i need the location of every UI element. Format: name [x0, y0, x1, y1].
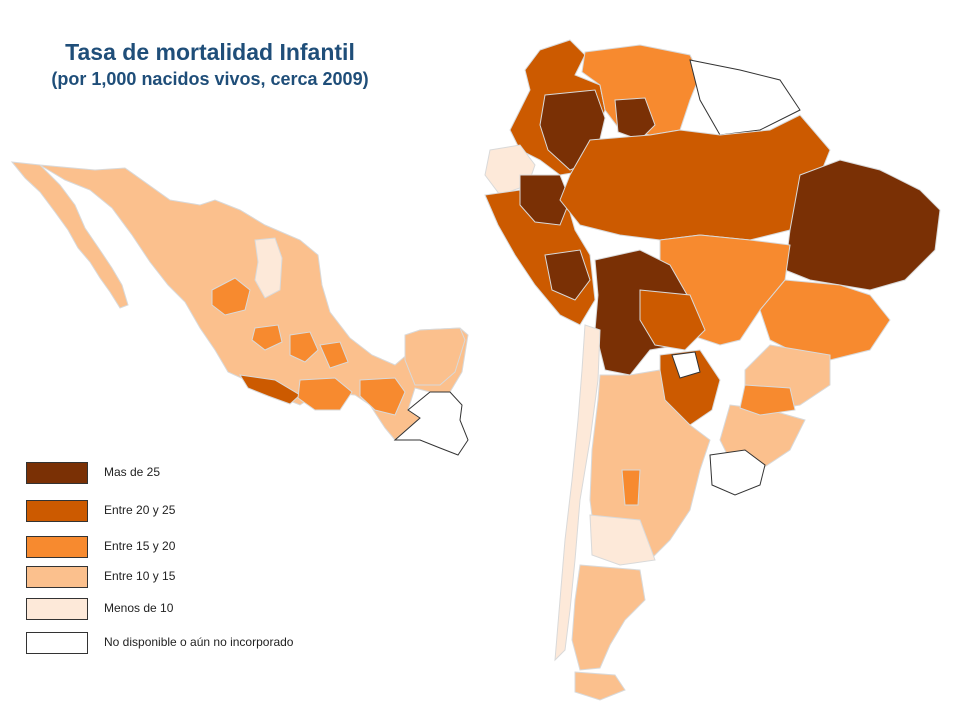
legend-swatch — [26, 500, 88, 522]
tierra-del-fuego — [574, 671, 626, 701]
brazil-east — [759, 279, 891, 361]
legend-label: Entre 10 y 15 — [104, 569, 176, 583]
legend-label: Entre 20 y 25 — [104, 503, 176, 517]
bolivia-east — [639, 289, 706, 351]
legend-swatch — [26, 632, 88, 654]
argentina-orange — [621, 469, 641, 506]
legend-swatch — [26, 536, 88, 558]
legend-item-entre-10-15: Entre 10 y 15 — [26, 566, 356, 590]
argentina-light — [589, 514, 656, 566]
venezuela-dark — [614, 97, 656, 141]
legend-item-entre-20-25: Entre 20 y 25 — [26, 500, 356, 524]
legend-label: Mas de 25 — [104, 465, 161, 479]
map-subtitle: (por 1,000 nacidos vivos, cerca 2009) — [51, 69, 369, 89]
legend-swatch — [26, 598, 88, 620]
map-legend: Mas de 25 Entre 20 y 25 Entre 15 y 20 En… — [26, 462, 356, 662]
legend-swatch — [26, 462, 88, 484]
legend-label: No disponible o aún no incorporado — [104, 635, 294, 649]
guianas — [689, 59, 801, 136]
brazil-sp — [739, 384, 796, 416]
map-title: Tasa de mortalidad Infantil — [65, 39, 355, 65]
mexico-orange-durango — [211, 277, 251, 316]
legend-item-no-disponible: No disponible o aún no incorporado — [26, 632, 356, 656]
legend-item-entre-15-20: Entre 15 y 20 — [26, 536, 356, 560]
mexico-light-region — [254, 237, 283, 299]
argentina-south — [571, 564, 646, 671]
legend-label: Entre 15 y 20 — [104, 539, 176, 553]
paraguay-white — [671, 351, 701, 379]
mexico-dark-guerrero — [239, 374, 301, 405]
peru-dark — [519, 174, 571, 226]
mexico-orange-central-1 — [251, 324, 283, 351]
legend-item-menos-de-10: Menos de 10 — [26, 598, 356, 622]
mexico-region — [10, 161, 469, 441]
south-america-region — [484, 39, 941, 701]
brazil-northeast — [784, 159, 941, 291]
mexico-orange-central-2 — [289, 331, 319, 363]
peru-dark-south — [544, 249, 591, 301]
legend-item-mas-de-25: Mas de 25 — [26, 462, 356, 486]
legend-swatch — [26, 566, 88, 588]
mexico-mainland — [39, 164, 469, 441]
uruguay — [709, 449, 766, 496]
mexico-orange-chiapas — [359, 377, 406, 416]
mexico-yucatan — [404, 327, 466, 386]
central-america — [393, 391, 469, 456]
legend-label: Menos de 10 — [104, 601, 174, 615]
mexico-orange-central-3 — [319, 341, 349, 369]
argentina-north — [589, 369, 711, 561]
map-title-block: Tasa de mortalidad Infantil (por 1,000 n… — [10, 38, 410, 92]
chile — [554, 324, 601, 662]
baja-california — [10, 161, 129, 309]
mexico-orange-oaxaca — [297, 377, 353, 411]
